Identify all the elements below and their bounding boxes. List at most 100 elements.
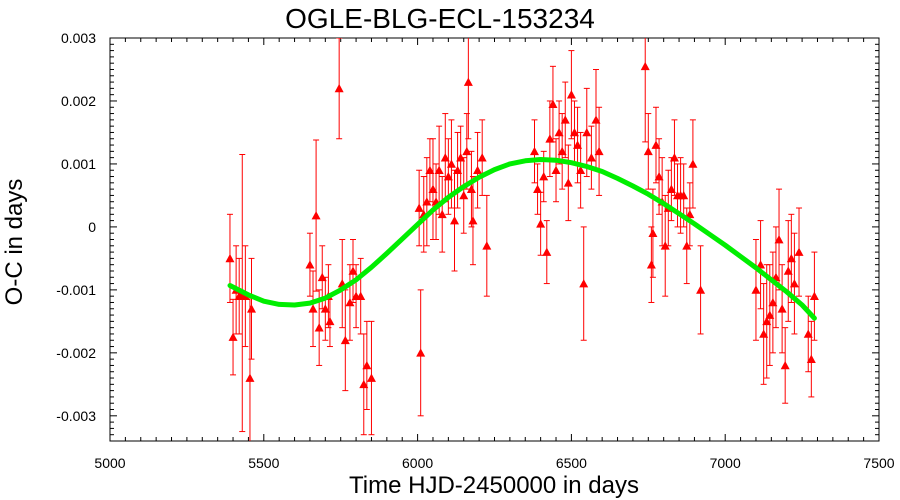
x-tick-label: 5500	[248, 455, 279, 471]
data-point	[566, 90, 576, 99]
y-tick-label: 0.003	[61, 30, 96, 46]
data-point	[473, 165, 483, 175]
data-point	[780, 360, 790, 370]
data-point	[305, 260, 315, 269]
data-point	[551, 165, 561, 175]
data-point	[768, 297, 778, 307]
data-point	[225, 253, 235, 263]
data-point	[428, 184, 438, 193]
markers	[225, 61, 819, 389]
y-axis-label: O-C in days	[1, 179, 28, 306]
data-point	[774, 235, 784, 244]
data-layer	[225, 38, 819, 441]
data-point	[245, 373, 255, 382]
data-point	[643, 146, 653, 156]
data-point	[314, 323, 324, 332]
data-point	[340, 335, 350, 345]
data-point	[228, 332, 238, 341]
data-point	[359, 379, 369, 389]
data-point	[679, 190, 689, 200]
data-point	[443, 172, 453, 181]
data-point	[669, 153, 679, 162]
data-point	[468, 216, 478, 225]
fit-curve	[227, 157, 817, 321]
data-point	[759, 329, 769, 338]
data-point	[450, 216, 460, 225]
data-point	[536, 219, 546, 228]
data-point	[640, 61, 650, 71]
data-point	[696, 285, 706, 294]
y-tick-label: 0.002	[61, 93, 96, 109]
data-point	[646, 260, 656, 269]
data-point	[362, 360, 372, 370]
data-point	[783, 266, 793, 275]
data-point	[582, 127, 592, 137]
data-point	[437, 209, 447, 219]
data-point	[685, 209, 695, 219]
data-point	[462, 146, 472, 156]
data-point	[809, 291, 819, 300]
data-point	[648, 228, 658, 238]
data-point	[569, 127, 579, 137]
data-point	[777, 304, 787, 313]
data-point	[463, 77, 473, 86]
data-point	[682, 241, 692, 250]
data-point	[591, 115, 601, 124]
data-point	[311, 211, 321, 220]
x-tick-label: 6000	[402, 455, 433, 471]
data-point	[356, 291, 366, 300]
data-point	[660, 241, 670, 250]
data-point	[422, 197, 432, 206]
data-point	[317, 272, 327, 282]
y-tick-label: -0.002	[56, 345, 96, 361]
chart-title: OGLE-BLG-ECL-153234	[285, 3, 595, 34]
data-point	[762, 316, 772, 326]
x-tick-label: 6500	[556, 455, 587, 471]
data-point	[576, 165, 586, 175]
data-point	[594, 146, 604, 156]
plot-area	[109, 37, 880, 442]
data-point	[651, 140, 661, 149]
data-point	[440, 153, 450, 162]
data-point	[756, 260, 766, 269]
data-point	[425, 165, 435, 175]
data-point	[459, 190, 469, 200]
data-point	[434, 165, 444, 175]
data-point	[688, 159, 698, 168]
data-point	[456, 153, 466, 162]
data-point	[563, 178, 573, 187]
data-point	[806, 354, 816, 363]
data-point	[539, 172, 549, 181]
data-point	[482, 241, 492, 250]
error-bars	[226, 38, 818, 441]
data-point	[477, 153, 487, 162]
data-point	[654, 172, 664, 181]
data-point	[308, 304, 318, 313]
data-point	[786, 253, 796, 263]
data-point	[579, 279, 589, 288]
data-point	[529, 146, 539, 156]
data-point	[366, 373, 376, 382]
data-point	[453, 165, 463, 175]
data-point	[794, 247, 804, 256]
data-point	[789, 279, 799, 288]
x-tick-label: 7500	[863, 455, 894, 471]
data-point	[416, 348, 426, 357]
data-point	[246, 304, 256, 313]
data-point	[348, 266, 358, 275]
y-tick-label: 0	[88, 219, 96, 235]
data-point	[325, 316, 335, 326]
data-point	[765, 310, 775, 319]
x-axis-label: Time HJD-2450000 in days	[349, 472, 639, 499]
data-point	[554, 127, 564, 137]
y-tick-labels: -0.003 -0.002 -0.001 0 0.001 0.002 0.003	[56, 30, 96, 424]
data-point	[334, 83, 344, 93]
data-point	[466, 184, 476, 193]
data-point	[542, 247, 552, 256]
x-tick-labels: 5000 5500 6000 6500 7000 7500	[94, 455, 894, 471]
y-tick-label: 0.001	[61, 156, 96, 172]
data-point	[533, 184, 543, 193]
data-point	[320, 304, 330, 313]
data-point	[666, 184, 676, 193]
